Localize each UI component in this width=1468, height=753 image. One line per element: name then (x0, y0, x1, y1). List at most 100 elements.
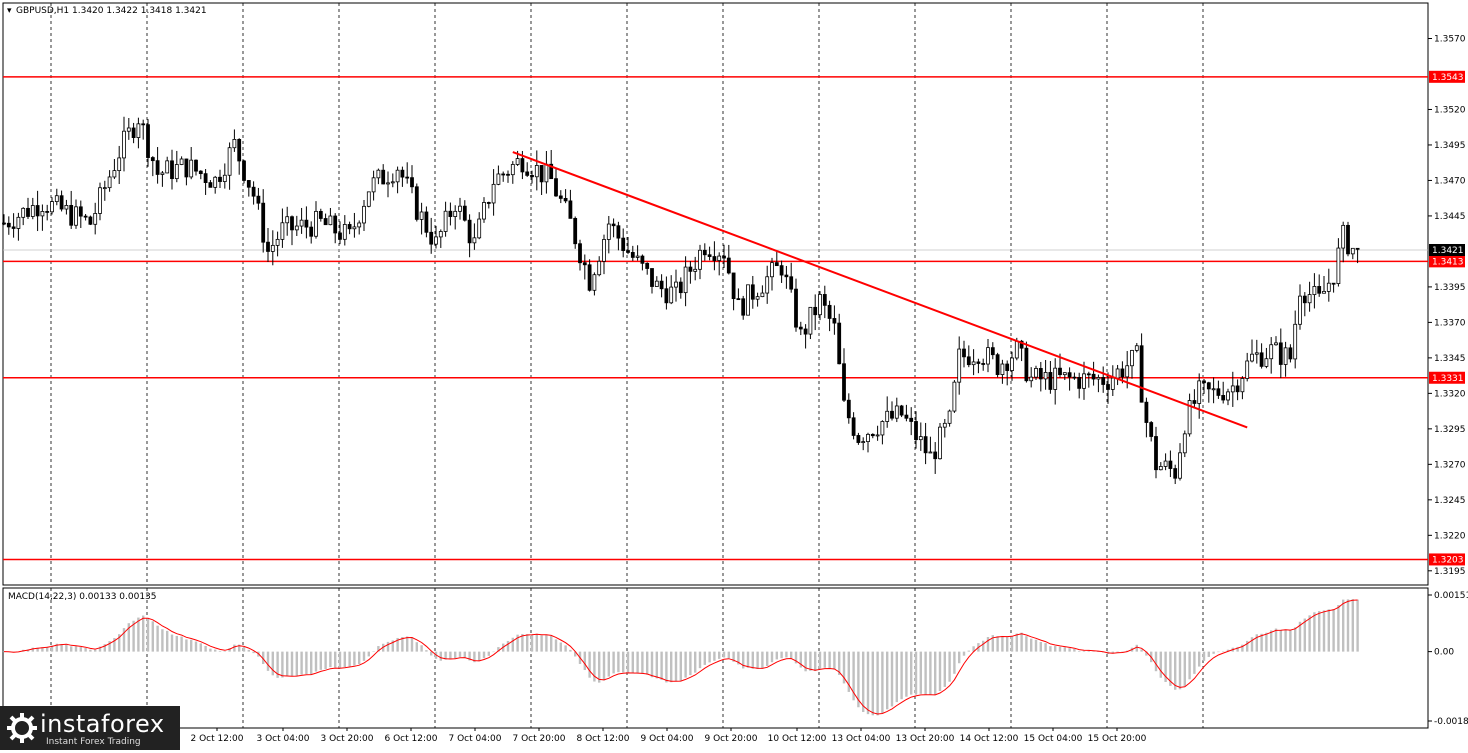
candle-body (400, 169, 405, 178)
macd-histogram-bar (530, 634, 534, 652)
macd-histogram-bar (295, 651, 298, 677)
candle-body (294, 225, 299, 231)
candle-body (69, 205, 74, 226)
macd-histogram-bar (122, 628, 126, 652)
candle-body (266, 241, 270, 252)
candle-body (11, 226, 16, 229)
macd-histogram-bar (276, 651, 279, 678)
macd-histogram-bar (852, 651, 855, 701)
candle-body (280, 222, 285, 240)
candle-body (1302, 295, 1307, 304)
macd-histogram-bar (559, 642, 562, 652)
macd-histogram-bar (617, 651, 620, 673)
macd-histogram-bar (103, 644, 106, 652)
candle-body (299, 219, 304, 227)
candle-body (362, 205, 366, 224)
candle-body (1072, 376, 1077, 379)
y-tick-label: 1.3320 (1434, 389, 1466, 399)
candle-body (165, 160, 170, 174)
candle-body (1206, 382, 1211, 390)
candle-body (626, 250, 630, 253)
candle-body (318, 210, 323, 219)
macd-histogram-bar (113, 638, 116, 652)
header-dropdown-icon[interactable]: ▾ (7, 6, 12, 16)
macd-histogram-bar (161, 629, 164, 652)
macd-histogram-bar (415, 642, 418, 652)
macd-histogram-bar (233, 644, 236, 652)
candle-body (640, 255, 645, 264)
candle-body (597, 260, 602, 276)
macd-histogram-bar (1260, 633, 1263, 652)
candle-body (1317, 286, 1322, 294)
y-tick-label: 1.3270 (1434, 460, 1466, 470)
macd-label: MACD(14,22,3) 0.00133 0.00135 (8, 592, 157, 602)
candle-body (554, 178, 558, 197)
macd-histogram-bar (1174, 651, 1177, 690)
candle-body (1101, 377, 1106, 385)
candle-body (923, 436, 928, 454)
macd-histogram-bar (1270, 630, 1273, 652)
candle-body (155, 160, 160, 175)
macd-histogram-bar (180, 636, 183, 652)
candle-body (112, 170, 117, 178)
candle-body (510, 164, 515, 176)
macd-histogram-bar (655, 651, 658, 679)
macd-histogram-bar (1087, 650, 1090, 652)
macd-histogram-bar (319, 651, 322, 670)
candle-body (822, 294, 827, 306)
brand-name: instaforex (40, 710, 165, 738)
candle-body (1187, 400, 1192, 435)
macd-histogram-bar (1063, 647, 1066, 652)
candle-body (35, 205, 40, 217)
downtrend-line[interactable] (512, 151, 1248, 429)
candle-body (1211, 388, 1216, 391)
candle-body (702, 249, 707, 256)
macd-histogram-bar (151, 621, 154, 652)
candle-body (256, 195, 261, 204)
macd-y-tick-label: 0.00151 (1434, 591, 1468, 601)
macd-histogram-bar (454, 651, 457, 659)
candle-body (486, 202, 491, 204)
candle-body (357, 222, 362, 228)
candle-body (1048, 372, 1053, 390)
y-tick-label: 1.3220 (1434, 531, 1466, 541)
level-price-label: 1.3331 (1432, 374, 1464, 384)
candle-body (1182, 433, 1187, 454)
macd-histogram-bar (1308, 615, 1311, 652)
candle-body (146, 124, 150, 158)
x-tick-label: 3 Oct 04:00 (257, 734, 310, 744)
candle-body (794, 288, 798, 328)
candle-body (333, 215, 338, 234)
macd-histogram-bar (430, 651, 433, 656)
candle-body (472, 237, 477, 244)
macd-histogram-bar (919, 651, 922, 694)
candle-body (525, 171, 530, 176)
macd-histogram-bar (684, 651, 687, 678)
candle-body (371, 177, 376, 193)
candle-body (731, 272, 736, 300)
macd-histogram-bar (641, 651, 644, 674)
x-tick-label: 8 Oct 12:00 (577, 734, 630, 744)
macd-histogram-bar (1068, 648, 1071, 652)
symbol-header: GBPUSD,H1 1.3420 1.3422 1.3418 1.3421 (16, 6, 207, 16)
candle-body (1192, 400, 1197, 404)
candle-body (1077, 376, 1082, 389)
macd-histogram-bar (564, 645, 567, 652)
macd-histogram-bar (266, 651, 270, 671)
candle-body (1130, 349, 1134, 367)
candle-body (654, 280, 659, 287)
candle-body (414, 186, 419, 220)
macd-histogram-bar (689, 651, 692, 676)
macd-histogram-bar (550, 636, 553, 652)
macd-histogram-bar (612, 651, 615, 674)
candle-body (933, 451, 938, 460)
candle-body (750, 284, 755, 300)
candle-body (1326, 282, 1331, 292)
macd-histogram-bar (914, 651, 918, 695)
macd-histogram-bar (1140, 649, 1143, 652)
candle-body (1283, 347, 1288, 365)
macd-histogram-bar (353, 651, 356, 666)
macd-histogram-bar (406, 636, 409, 652)
candle-body (1029, 376, 1034, 382)
